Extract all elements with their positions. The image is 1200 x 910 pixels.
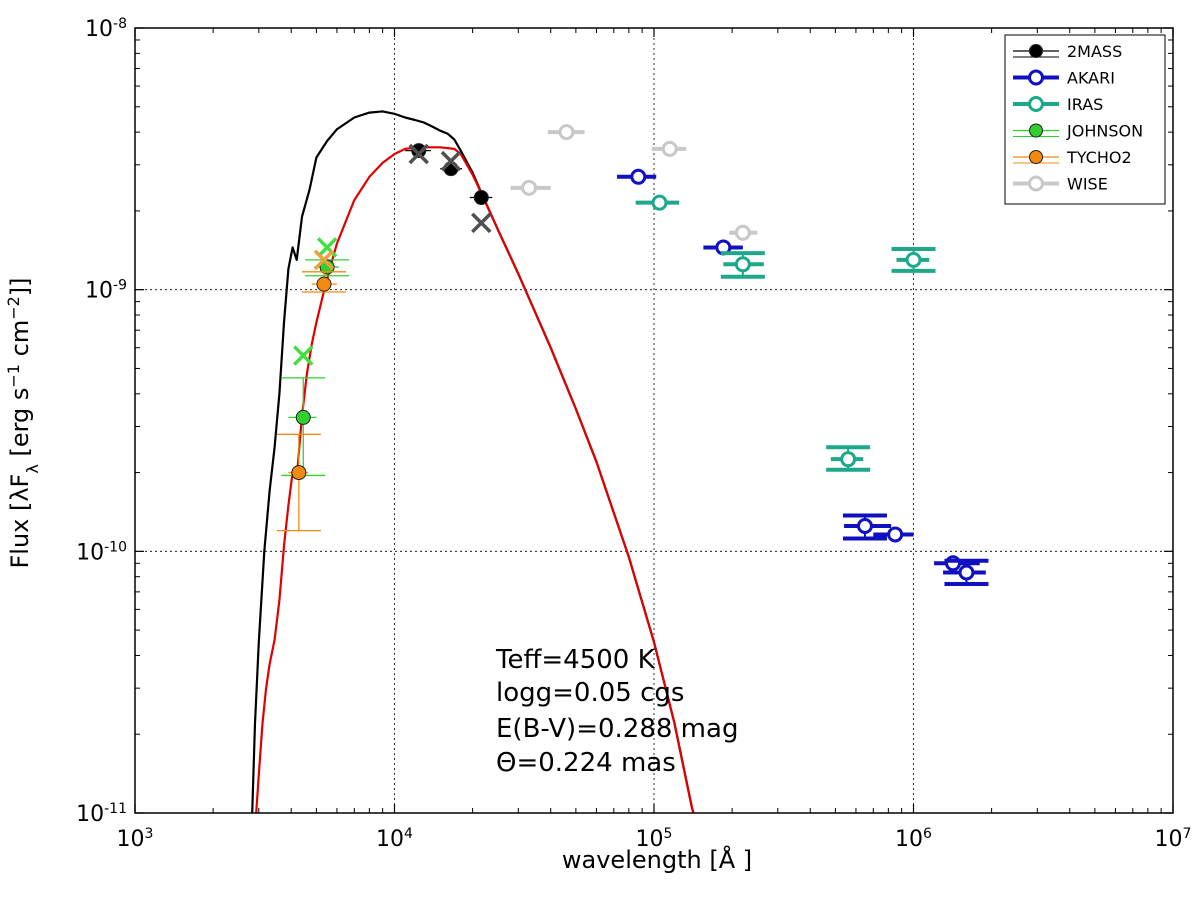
data-point-iras xyxy=(891,247,936,273)
legend-label: IRAS xyxy=(1067,95,1103,114)
annotation-theta: Θ=0.224 mas xyxy=(496,748,676,778)
cross-stroke xyxy=(408,143,429,165)
legend: 2MASS AKARI IRAS JOHNSON TYCHO2 WISE xyxy=(1004,34,1166,205)
annotation-logg: logg=0.05 cgs xyxy=(496,678,684,708)
marker xyxy=(630,168,647,185)
legend-marker xyxy=(1028,175,1044,192)
marker xyxy=(734,224,751,241)
data-point-2mass xyxy=(469,190,493,206)
data-point-akari xyxy=(842,513,892,541)
model-curves xyxy=(251,110,695,814)
data-point-wise xyxy=(729,224,758,241)
legend-entry-iras: IRAS xyxy=(1013,95,1103,114)
annotation-teff: Teff=4500 K xyxy=(495,645,656,675)
synthetic-cross xyxy=(408,143,429,165)
data-point-2mass xyxy=(405,143,431,159)
marker xyxy=(473,190,489,206)
legend-label: 2MASS xyxy=(1067,42,1122,61)
x-tick-label: 105 xyxy=(636,826,673,852)
y-tick-label: 10-8 xyxy=(85,16,127,42)
data-point-tycho2 xyxy=(302,271,347,293)
fit-parameters-annotation: Teff=4500 K logg=0.05 cgs E(B-V)=0.288 m… xyxy=(495,645,738,778)
cross-stroke xyxy=(313,249,335,271)
marker xyxy=(316,276,332,292)
legend-entry-2mass: 2MASS xyxy=(1013,42,1122,61)
synthetic-cross xyxy=(471,212,492,234)
x-tick-label: 104 xyxy=(376,826,413,852)
marker xyxy=(856,517,873,534)
y-axis-label: Flux [λFλ [erg s−1 cm−2]] xyxy=(4,277,42,568)
synthetic-cross xyxy=(293,345,314,366)
legend-marker xyxy=(1028,69,1044,86)
data-point-tycho2 xyxy=(276,433,321,532)
data-point-johnson xyxy=(305,259,350,277)
marker xyxy=(905,251,922,268)
data-point-akari xyxy=(943,558,989,587)
y-tick-label: 10-9 xyxy=(85,278,127,304)
legend-label: AKARI xyxy=(1067,69,1115,88)
cross-stroke xyxy=(440,150,462,172)
synthetic-cross xyxy=(313,249,335,271)
x-axis-label: wavelength [Å ] xyxy=(562,845,752,874)
marker xyxy=(319,259,335,275)
x-tick-label: 107 xyxy=(1155,826,1192,852)
cross-stroke xyxy=(293,345,314,366)
legend-label: JOHNSON xyxy=(1066,122,1143,141)
legend-entry-akari: AKARI xyxy=(1013,69,1115,88)
marker xyxy=(291,465,307,481)
legend-label: TYCHO2 xyxy=(1066,148,1132,167)
legend-marker xyxy=(1028,96,1044,112)
cross-stroke xyxy=(471,212,492,234)
marker xyxy=(945,555,962,572)
data-point-iras xyxy=(826,445,871,472)
marker xyxy=(887,526,904,543)
synthetic-cross xyxy=(316,237,338,258)
x-tick-label: 106 xyxy=(895,826,932,852)
data-markers xyxy=(276,124,989,587)
synthetic-cross xyxy=(440,150,462,172)
marker xyxy=(734,256,751,273)
marker xyxy=(651,194,668,211)
legend-entry-wise: WISE xyxy=(1013,175,1108,194)
legend-entry-johnson: JOHNSON xyxy=(1013,122,1143,141)
marker xyxy=(661,140,678,157)
legend-box xyxy=(1004,34,1166,205)
axis-ticks xyxy=(134,27,1174,814)
marker xyxy=(840,451,857,468)
marker xyxy=(958,564,975,581)
y-tick-label: 10-11 xyxy=(76,801,127,827)
marker xyxy=(295,409,311,425)
marker xyxy=(521,179,538,196)
model-curve-reddened xyxy=(255,146,695,814)
legend-marker xyxy=(1029,44,1043,58)
data-point-johnson xyxy=(281,377,326,477)
data-point-wise xyxy=(510,179,551,196)
data-point-wise xyxy=(547,124,585,141)
legend-entry-tycho2: TYCHO2 xyxy=(1013,148,1132,167)
legend-label: WISE xyxy=(1067,175,1108,194)
synthetic-photometry-crosses xyxy=(293,143,492,366)
legend-marker xyxy=(1029,150,1043,164)
data-point-akari xyxy=(616,168,657,185)
cross-stroke xyxy=(316,237,338,258)
marker xyxy=(558,124,575,141)
data-point-iras xyxy=(635,194,680,211)
annotation-ebv: E(B-V)=0.288 mag xyxy=(496,714,738,744)
x-tick-label: 103 xyxy=(117,826,154,852)
y-tick-label: 10-10 xyxy=(76,539,127,565)
marker xyxy=(411,143,427,159)
data-point-iras xyxy=(720,251,765,279)
legend-marker xyxy=(1029,123,1043,138)
data-point-akari xyxy=(873,526,914,543)
grid-lines xyxy=(135,28,1173,813)
data-point-wise xyxy=(651,140,687,157)
